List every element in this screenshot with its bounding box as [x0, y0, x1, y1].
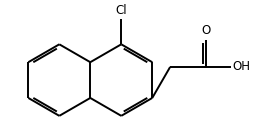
Text: Cl: Cl — [115, 4, 127, 17]
Text: OH: OH — [233, 60, 251, 74]
Text: O: O — [201, 24, 210, 37]
